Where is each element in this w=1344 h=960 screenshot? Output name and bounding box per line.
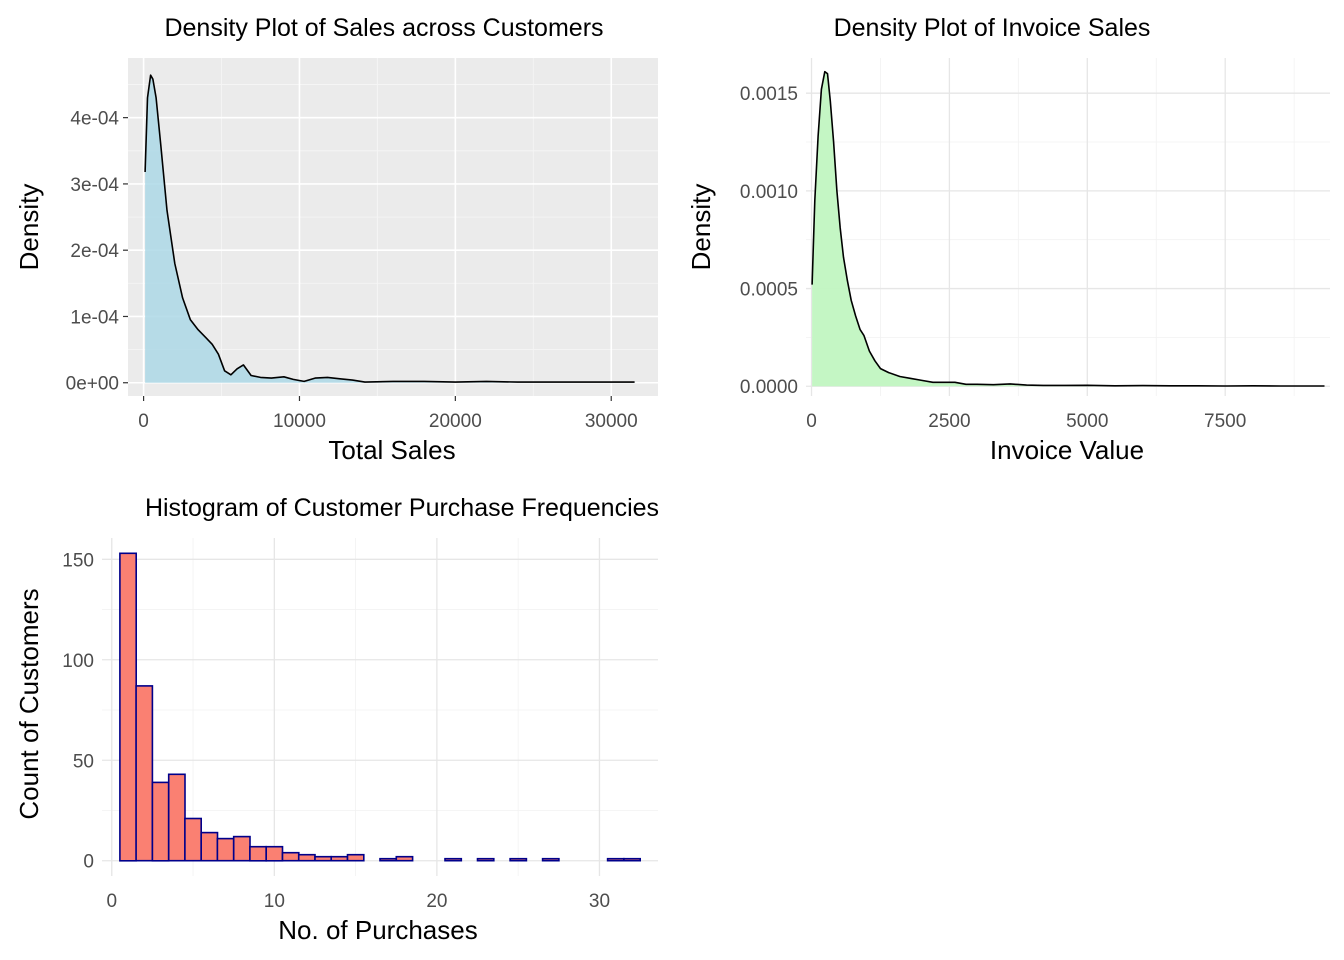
chart-title: Histogram of Customer Purchase Frequenci… (145, 494, 659, 522)
density-area (811, 70, 1325, 387)
x-tick-label: 7500 (1204, 411, 1246, 432)
histogram-bar (476, 857, 495, 862)
histogram-bar (330, 855, 349, 862)
y-tick-label: 50 (73, 751, 94, 772)
chart-title: Density Plot of Invoice Sales (834, 14, 1151, 42)
panel-grid (102, 538, 658, 876)
x-tick-label: 20000 (429, 411, 482, 432)
histogram-bar (395, 855, 414, 862)
x-tick-label: 20 (426, 891, 447, 912)
histogram-bar (509, 857, 528, 862)
x-tick-label: 30 (589, 891, 610, 912)
y-tick-label: 0.0015 (740, 84, 798, 105)
histogram-bar (135, 685, 154, 862)
x-axis-title: Invoice Value (990, 435, 1144, 465)
x-tick-label: 2500 (928, 411, 970, 432)
histogram-bar (184, 817, 202, 862)
chart-panel-purchase-histogram: 0 10 20 30 0 50 100 150 Histogram of Customer P… (14, 494, 659, 945)
histogram-bar (623, 857, 642, 862)
axis-ticks: 0 10 20 30 0 50 100 150 (62, 550, 610, 912)
chart-panel-invoice-density: 0 2500 5000 7500 0.0000 0.0005 0.0010 0.0015 De… (686, 14, 1330, 465)
histogram-bar (314, 855, 333, 862)
chart-title: Density Plot of Sales across Customers (164, 14, 603, 42)
chart-panel-sales-density: 0 10000 20000 30000 0e+00 1e-04 2e-04 3e-04 4e-0… (14, 14, 658, 465)
x-tick-label: 10000 (273, 411, 326, 432)
y-axis-title: Density (686, 184, 716, 271)
histogram-bar (216, 837, 235, 862)
x-axis-title: Total Sales (328, 435, 455, 465)
x-tick-label: 0 (806, 411, 817, 432)
histogram-bar (167, 773, 186, 862)
axis-ticks: 0 10000 20000 30000 0e+00 1e-04 2e-04 3e-04 4e-0… (66, 109, 638, 432)
panel-grid (128, 58, 658, 396)
y-tick-label: 3e-04 (70, 175, 119, 196)
y-tick-label: 4e-04 (70, 109, 119, 130)
y-tick-label: 100 (62, 651, 94, 672)
y-tick-label: 0.0000 (740, 377, 798, 398)
histogram-bar (265, 845, 284, 862)
density-line (811, 70, 1325, 387)
x-tick-label: 30000 (585, 411, 638, 432)
y-tick-label: 2e-04 (70, 241, 119, 262)
x-tick-label: 0 (106, 891, 117, 912)
density-fill (812, 71, 1325, 387)
panel-grid (806, 58, 1330, 396)
density-fill (145, 75, 635, 383)
x-tick-label: 10 (264, 891, 285, 912)
histogram-bar (541, 857, 560, 862)
x-axis-title: No. of Purchases (278, 915, 477, 945)
y-axis-title: Density (14, 184, 44, 271)
y-tick-label: 150 (62, 550, 94, 571)
x-tick-label: 5000 (1066, 411, 1108, 432)
histogram-bar (200, 831, 219, 862)
histogram-bar (297, 853, 316, 862)
histogram-bar (606, 857, 625, 862)
histogram-bar (281, 851, 300, 862)
axis-ticks: 0 2500 5000 7500 0.0000 0.0005 0.0010 0.0015 (740, 84, 1246, 432)
histogram-bar (232, 835, 251, 862)
y-tick-label: 0e+00 (66, 374, 119, 395)
y-tick-label: 0.0005 (740, 280, 798, 301)
histogram-bar (444, 857, 463, 862)
histogram-bar (379, 857, 398, 862)
y-axis-title: Count of Customers (14, 588, 44, 819)
panel-background (128, 58, 658, 396)
density-line (144, 74, 635, 383)
histogram-bar (119, 552, 138, 862)
x-tick-label: 0 (138, 411, 149, 432)
histogram-bar (346, 853, 365, 862)
histogram-bar (249, 845, 267, 862)
y-tick-label: 0 (83, 852, 94, 873)
y-tick-label: 0.0010 (740, 182, 798, 203)
y-tick-label: 1e-04 (70, 307, 119, 328)
histogram-bars (119, 552, 642, 862)
density-area (144, 74, 635, 383)
histogram-bar (151, 781, 170, 862)
